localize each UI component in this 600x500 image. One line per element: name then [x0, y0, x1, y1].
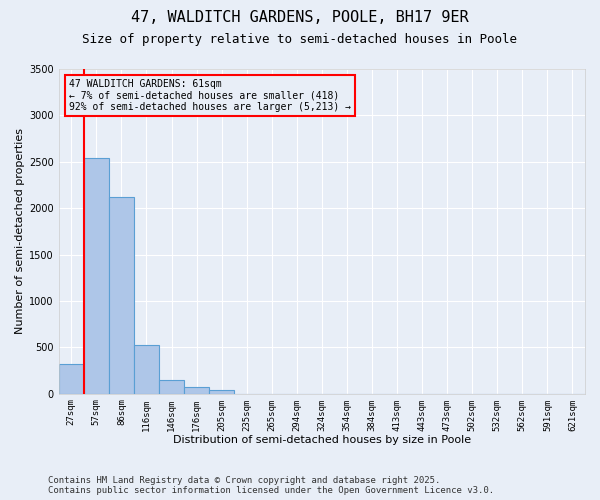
Bar: [134, 346, 159, 394]
Text: Contains HM Land Registry data © Crown copyright and database right 2025.
Contai: Contains HM Land Registry data © Crown c…: [48, 476, 494, 495]
Text: 47 WALDITCH GARDENS: 61sqm
← 7% of semi-detached houses are smaller (418)
92% of: 47 WALDITCH GARDENS: 61sqm ← 7% of semi-…: [70, 78, 352, 112]
Bar: [84, 158, 109, 394]
Text: 47, WALDITCH GARDENS, POOLE, BH17 9ER: 47, WALDITCH GARDENS, POOLE, BH17 9ER: [131, 10, 469, 25]
Y-axis label: Number of semi-detached properties: Number of semi-detached properties: [15, 128, 25, 334]
X-axis label: Distribution of semi-detached houses by size in Poole: Distribution of semi-detached houses by …: [173, 435, 471, 445]
Text: Size of property relative to semi-detached houses in Poole: Size of property relative to semi-detach…: [83, 32, 517, 46]
Bar: [59, 364, 84, 394]
Bar: [184, 387, 209, 394]
Bar: [209, 390, 234, 394]
Bar: [159, 380, 184, 394]
Bar: [109, 197, 134, 394]
